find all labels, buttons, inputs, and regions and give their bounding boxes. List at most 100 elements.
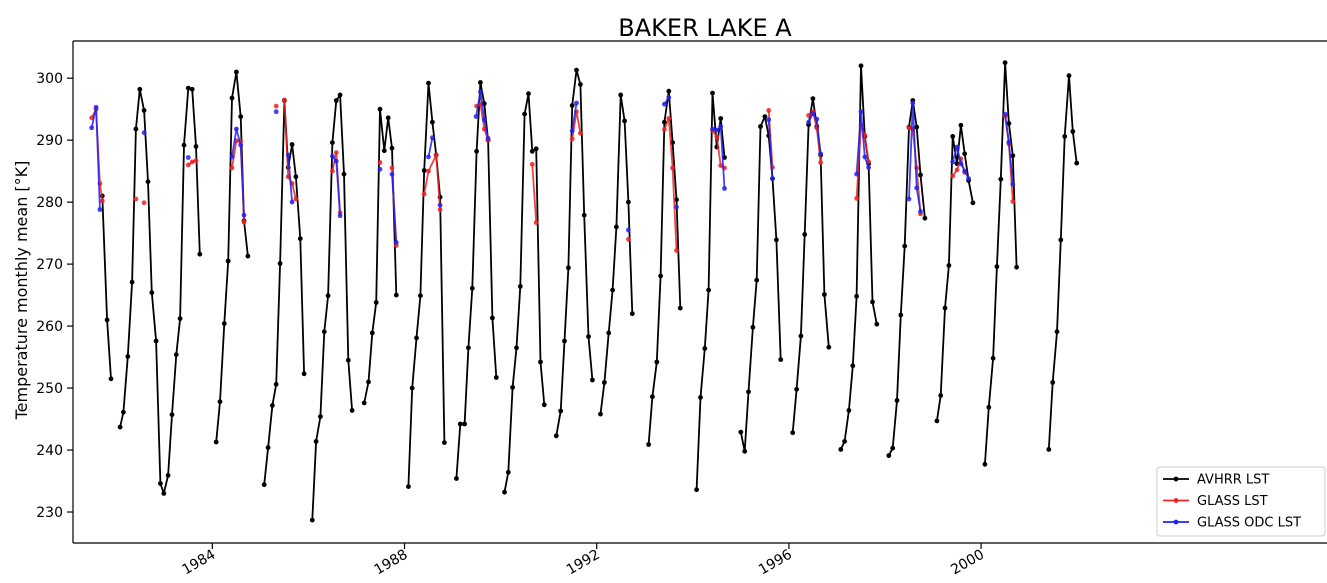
data-point — [818, 151, 823, 157]
data-point — [814, 116, 820, 122]
data-point — [574, 100, 579, 106]
data-point — [994, 264, 1000, 269]
series-line — [908, 102, 922, 212]
data-point — [241, 219, 247, 225]
data-point — [838, 447, 844, 452]
data-point — [674, 204, 679, 210]
data-point — [569, 103, 575, 108]
data-point — [289, 199, 295, 205]
series-line — [455, 81, 498, 479]
x-tick-label: 1988 — [372, 547, 411, 579]
data-point — [618, 92, 624, 98]
series-line — [427, 137, 434, 158]
data-point — [806, 119, 811, 125]
series-line — [855, 110, 870, 175]
data-point — [958, 122, 964, 128]
data-point — [293, 174, 299, 180]
data-point — [826, 344, 832, 350]
y-tick-label: 240 — [36, 443, 63, 459]
series-line — [936, 124, 974, 422]
data-point — [510, 385, 515, 390]
data-point — [293, 196, 299, 202]
data-point — [626, 236, 631, 242]
data-point — [97, 207, 103, 213]
legend-marker — [1173, 519, 1179, 525]
x-tick-label: 1996 — [756, 547, 795, 579]
data-point — [714, 134, 720, 140]
data-point — [754, 277, 760, 283]
series-line — [101, 195, 112, 379]
data-point — [906, 125, 912, 131]
data-point — [385, 115, 391, 121]
data-point — [818, 160, 823, 165]
data-point — [610, 287, 615, 293]
data-point — [149, 290, 155, 295]
x-tick-label: 2000 — [948, 547, 987, 579]
data-point — [950, 134, 956, 139]
data-point — [442, 440, 447, 445]
data-point — [962, 168, 968, 174]
data-point — [666, 116, 672, 121]
data-point — [517, 284, 523, 289]
data-point — [221, 321, 227, 326]
data-point — [578, 130, 583, 136]
data-point — [433, 152, 439, 158]
data-point — [189, 86, 195, 92]
data-point — [866, 165, 871, 170]
data-point — [858, 109, 864, 115]
data-point — [626, 199, 631, 205]
data-point — [185, 155, 191, 160]
data-point — [970, 200, 976, 206]
data-point — [562, 338, 567, 344]
data-point — [229, 95, 235, 101]
data-point — [894, 398, 900, 403]
chart-title: BAKER LAKE A — [618, 14, 792, 42]
data-point — [842, 439, 847, 444]
data-point — [141, 130, 147, 136]
legend: AVHRR LST GLASS LST GLASS ODC LST — [1156, 466, 1326, 537]
data-point — [426, 80, 431, 86]
data-point — [702, 346, 708, 351]
series-line — [531, 164, 538, 223]
data-point — [301, 371, 307, 377]
data-point — [626, 227, 631, 233]
data-point — [529, 148, 535, 154]
data-point — [241, 212, 247, 218]
data-point — [125, 354, 131, 359]
series-0 — [99, 60, 1080, 523]
data-point — [1074, 160, 1080, 166]
data-point — [1062, 134, 1068, 139]
data-point — [366, 379, 371, 385]
series-line — [407, 82, 446, 487]
data-point — [718, 116, 724, 121]
data-point — [349, 408, 355, 413]
data-point — [369, 330, 375, 336]
data-point — [108, 376, 114, 382]
data-point — [337, 92, 343, 98]
data-point — [569, 128, 575, 134]
data-point — [474, 148, 479, 154]
data-point — [421, 191, 427, 197]
data-point — [553, 433, 559, 439]
data-point — [1010, 181, 1016, 187]
data-point — [173, 352, 179, 357]
data-point — [802, 232, 808, 237]
data-point — [93, 104, 99, 110]
data-point — [598, 411, 603, 417]
data-point — [502, 489, 507, 495]
data-point — [318, 414, 323, 419]
data-point — [946, 263, 952, 268]
y-tick-label: 280 — [36, 195, 63, 211]
data-point — [133, 196, 139, 202]
data-point — [473, 114, 479, 119]
data-point — [942, 305, 948, 311]
series-line — [1047, 74, 1078, 450]
series-line — [475, 90, 489, 139]
data-point — [377, 166, 383, 172]
data-point — [922, 215, 928, 221]
data-point — [217, 399, 223, 405]
data-point — [533, 220, 539, 226]
data-point — [421, 168, 427, 173]
data-point — [437, 202, 443, 208]
